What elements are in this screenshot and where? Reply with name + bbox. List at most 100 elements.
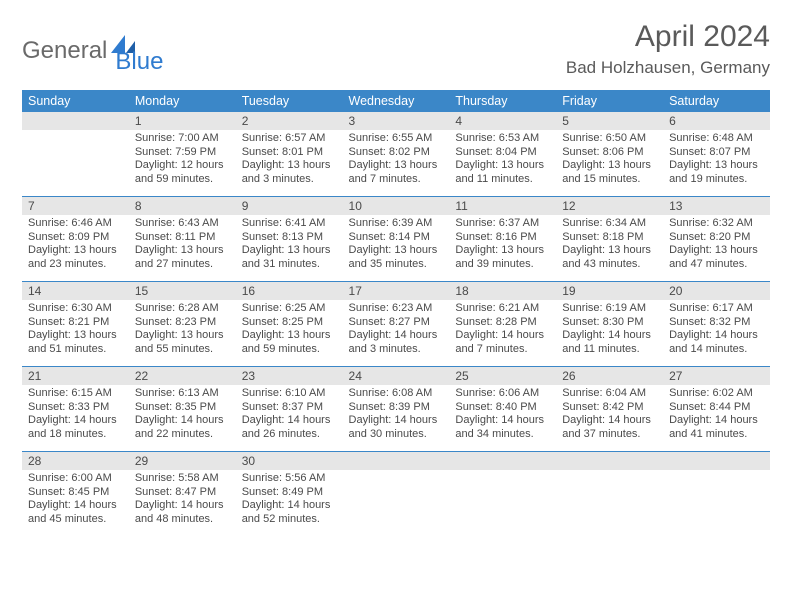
day-text-line: Sunrise: 6:08 AM (349, 387, 444, 401)
day-text-line: Sunset: 8:23 PM (135, 316, 230, 330)
day-text-line: and 51 minutes. (28, 343, 123, 357)
day-body: Sunrise: 6:13 AMSunset: 8:35 PMDaylight:… (129, 385, 236, 451)
day-text-line: and 37 minutes. (562, 428, 657, 442)
day-body: Sunrise: 6:37 AMSunset: 8:16 PMDaylight:… (449, 215, 556, 281)
day-body: Sunrise: 6:55 AMSunset: 8:02 PMDaylight:… (343, 130, 450, 196)
day-text-line: Sunrise: 6:00 AM (28, 472, 123, 486)
day-body: Sunrise: 6:10 AMSunset: 8:37 PMDaylight:… (236, 385, 343, 451)
day-text-line: and 18 minutes. (28, 428, 123, 442)
day-text-line: Daylight: 14 hours (562, 414, 657, 428)
day-text-line: Daylight: 13 hours (135, 329, 230, 343)
empty-cell (663, 452, 770, 537)
day-text-line: Sunset: 8:02 PM (349, 146, 444, 160)
dow-header: Friday (556, 90, 663, 112)
day-text-line: Daylight: 13 hours (28, 329, 123, 343)
day-text-line: Sunset: 8:28 PM (455, 316, 550, 330)
day-text-line: Sunrise: 6:19 AM (562, 302, 657, 316)
day-body: Sunrise: 6:46 AMSunset: 8:09 PMDaylight:… (22, 215, 129, 281)
day-body: Sunrise: 6:41 AMSunset: 8:13 PMDaylight:… (236, 215, 343, 281)
day-text-line: Sunrise: 6:02 AM (669, 387, 764, 401)
day-body: Sunrise: 6:00 AMSunset: 8:45 PMDaylight:… (22, 470, 129, 536)
dow-header: Tuesday (236, 90, 343, 112)
week-row: 21Sunrise: 6:15 AMSunset: 8:33 PMDayligh… (22, 367, 770, 452)
day-cell: 29Sunrise: 5:58 AMSunset: 8:47 PMDayligh… (129, 452, 236, 537)
day-body: Sunrise: 6:32 AMSunset: 8:20 PMDaylight:… (663, 215, 770, 281)
day-cell: 3Sunrise: 6:55 AMSunset: 8:02 PMDaylight… (343, 112, 450, 197)
day-text-line: Daylight: 14 hours (242, 414, 337, 428)
day-text-line: Daylight: 14 hours (135, 499, 230, 513)
day-text-line: Daylight: 14 hours (455, 414, 550, 428)
day-text-line: Sunrise: 6:43 AM (135, 217, 230, 231)
day-of-week-row: SundayMondayTuesdayWednesdayThursdayFrid… (22, 90, 770, 112)
day-text-line: Sunset: 8:16 PM (455, 231, 550, 245)
day-text-line: Daylight: 13 hours (669, 159, 764, 173)
day-text-line: Daylight: 13 hours (562, 244, 657, 258)
logo-text-general: General (22, 37, 107, 65)
day-number: 21 (22, 367, 129, 385)
day-text-line: Sunset: 8:01 PM (242, 146, 337, 160)
day-body (449, 470, 556, 530)
day-body: Sunrise: 5:56 AMSunset: 8:49 PMDaylight:… (236, 470, 343, 536)
day-number: 8 (129, 197, 236, 215)
day-cell: 18Sunrise: 6:21 AMSunset: 8:28 PMDayligh… (449, 282, 556, 367)
day-text-line: and 48 minutes. (135, 513, 230, 527)
day-cell: 9Sunrise: 6:41 AMSunset: 8:13 PMDaylight… (236, 197, 343, 282)
day-text-line: Daylight: 14 hours (242, 499, 337, 513)
day-text-line: Sunrise: 6:32 AM (669, 217, 764, 231)
day-body: Sunrise: 6:34 AMSunset: 8:18 PMDaylight:… (556, 215, 663, 281)
day-text-line: Sunset: 8:04 PM (455, 146, 550, 160)
day-body: Sunrise: 6:48 AMSunset: 8:07 PMDaylight:… (663, 130, 770, 196)
day-text-line: and 3 minutes. (242, 173, 337, 187)
day-number (663, 452, 770, 470)
day-body (556, 470, 663, 530)
day-text-line: Daylight: 13 hours (28, 244, 123, 258)
day-text-line: and 23 minutes. (28, 258, 123, 272)
day-text-line: Sunrise: 6:55 AM (349, 132, 444, 146)
day-body: Sunrise: 6:04 AMSunset: 8:42 PMDaylight:… (556, 385, 663, 451)
day-text-line: Daylight: 13 hours (242, 244, 337, 258)
day-text-line: Sunrise: 6:15 AM (28, 387, 123, 401)
day-text-line: Sunset: 8:44 PM (669, 401, 764, 415)
day-number: 9 (236, 197, 343, 215)
day-text-line: and 27 minutes. (135, 258, 230, 272)
day-text-line: Sunrise: 7:00 AM (135, 132, 230, 146)
day-body: Sunrise: 6:06 AMSunset: 8:40 PMDaylight:… (449, 385, 556, 451)
day-text-line: Sunset: 8:35 PM (135, 401, 230, 415)
day-number: 3 (343, 112, 450, 130)
day-cell: 13Sunrise: 6:32 AMSunset: 8:20 PMDayligh… (663, 197, 770, 282)
empty-cell (343, 452, 450, 537)
day-text-line: Sunrise: 6:41 AM (242, 217, 337, 231)
day-number: 30 (236, 452, 343, 470)
day-text-line: and 47 minutes. (669, 258, 764, 272)
logo: General Blue (22, 26, 163, 76)
day-text-line: and 45 minutes. (28, 513, 123, 527)
day-number: 15 (129, 282, 236, 300)
day-text-line: and 59 minutes. (135, 173, 230, 187)
day-text-line: Sunrise: 6:17 AM (669, 302, 764, 316)
day-cell: 20Sunrise: 6:17 AMSunset: 8:32 PMDayligh… (663, 282, 770, 367)
day-text-line: and 22 minutes. (135, 428, 230, 442)
day-text-line: Daylight: 14 hours (455, 329, 550, 343)
day-cell: 30Sunrise: 5:56 AMSunset: 8:49 PMDayligh… (236, 452, 343, 537)
day-text-line: and 35 minutes. (349, 258, 444, 272)
day-text-line: and 34 minutes. (455, 428, 550, 442)
day-number: 2 (236, 112, 343, 130)
location-label: Bad Holzhausen, Germany (566, 58, 770, 78)
day-body: Sunrise: 6:53 AMSunset: 8:04 PMDaylight:… (449, 130, 556, 196)
day-text-line: Daylight: 13 hours (242, 159, 337, 173)
day-text-line: Sunset: 8:47 PM (135, 486, 230, 500)
day-number: 10 (343, 197, 450, 215)
day-text-line: Daylight: 14 hours (349, 329, 444, 343)
day-text-line: and 30 minutes. (349, 428, 444, 442)
day-text-line: and 19 minutes. (669, 173, 764, 187)
day-body: Sunrise: 6:08 AMSunset: 8:39 PMDaylight:… (343, 385, 450, 451)
day-number: 14 (22, 282, 129, 300)
week-row: 28Sunrise: 6:00 AMSunset: 8:45 PMDayligh… (22, 452, 770, 537)
day-body: Sunrise: 6:21 AMSunset: 8:28 PMDaylight:… (449, 300, 556, 366)
day-number: 25 (449, 367, 556, 385)
day-body: Sunrise: 6:30 AMSunset: 8:21 PMDaylight:… (22, 300, 129, 366)
day-text-line: Sunrise: 6:48 AM (669, 132, 764, 146)
day-body: Sunrise: 6:57 AMSunset: 8:01 PMDaylight:… (236, 130, 343, 196)
day-text-line: Daylight: 13 hours (669, 244, 764, 258)
day-cell: 8Sunrise: 6:43 AMSunset: 8:11 PMDaylight… (129, 197, 236, 282)
